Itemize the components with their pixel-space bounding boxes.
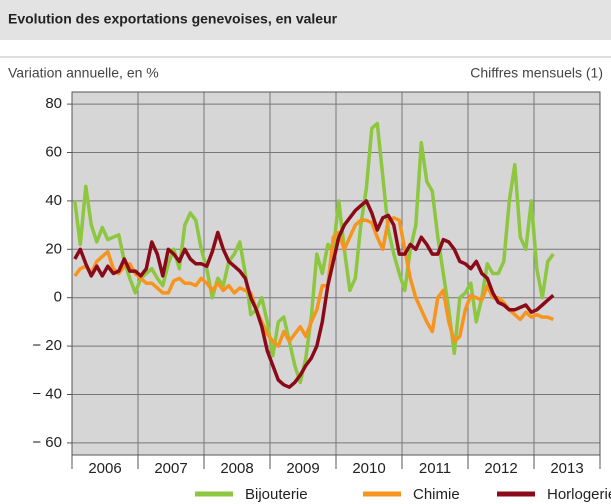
x-tick-label: 2006 [88, 460, 121, 477]
chart-title: Evolution des exportations genevoises, e… [8, 11, 338, 27]
y-tick-label: 20 [45, 240, 62, 257]
note: Chiffres mensuels (1) [470, 65, 603, 81]
x-tick-label: 2012 [484, 460, 517, 477]
header-band [0, 0, 611, 40]
x-tick-label: 2013 [550, 460, 583, 477]
series-line [73, 216, 554, 348]
y-tick-label: 80 [45, 95, 62, 112]
x-tick-label: 2009 [286, 460, 319, 477]
series-line [73, 121, 555, 385]
x-tick-label: 2007 [154, 460, 187, 477]
y-tick-label: 60 [45, 143, 62, 160]
plot-border [71, 91, 601, 456]
x-tick-label: 2008 [220, 460, 253, 477]
y-tick-label: − 20 [32, 337, 62, 354]
subtitle: Variation annuelle, en % [8, 65, 159, 81]
series-line [73, 199, 555, 389]
x-tick-label: 2011 [419, 460, 451, 477]
legend-label: Bijouterie [245, 486, 308, 503]
y-tick-label: 0 [54, 289, 62, 306]
y-tick-label: 40 [45, 192, 62, 209]
x-tick-label: 2010 [352, 460, 385, 477]
legend-label: Chimie [413, 486, 460, 503]
legend-label: Horlogerie [547, 486, 611, 503]
y-tick-label: − 40 [32, 385, 62, 402]
y-tick-label: − 60 [32, 434, 62, 451]
